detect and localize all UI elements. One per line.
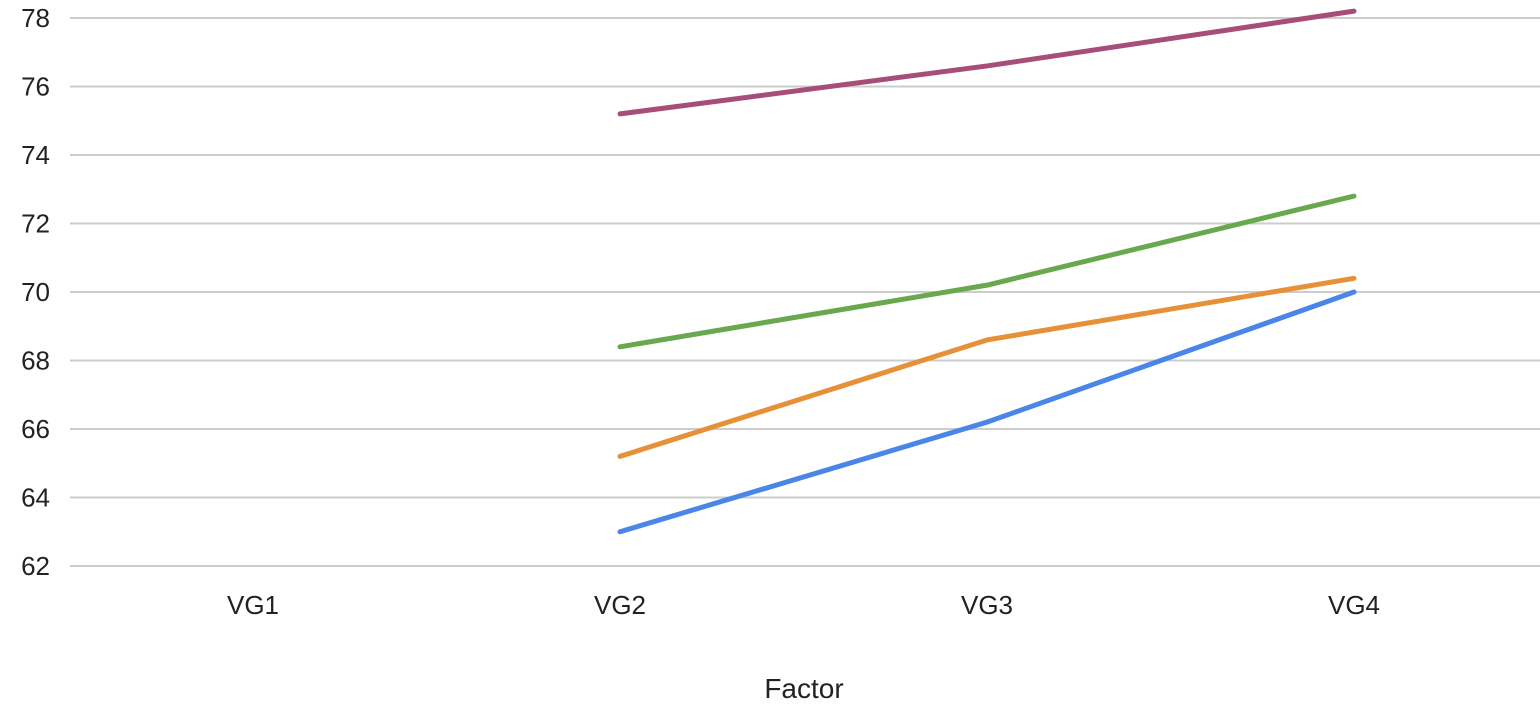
x-axis-title: Factor	[764, 673, 843, 704]
y-tick-label: 66	[21, 414, 50, 444]
series-lines	[617, 8, 1357, 535]
x-tick-label: VG2	[594, 590, 646, 620]
x-tick-label: VG4	[1328, 590, 1380, 620]
y-tick-label: 70	[21, 277, 50, 307]
y-tick-label: 72	[21, 209, 50, 239]
y-tick-label: 78	[21, 3, 50, 33]
y-axis-ticks: 62 64 66 68 70 72 74 76 78	[21, 3, 50, 581]
x-tick-label: VG3	[961, 590, 1013, 620]
y-tick-label: 68	[21, 346, 50, 376]
series-line-2	[617, 275, 1357, 459]
series-line-4	[617, 8, 1357, 117]
y-tick-label: 74	[21, 140, 50, 170]
y-tick-label: 64	[21, 483, 50, 513]
series-line-3	[617, 193, 1357, 350]
y-tick-label: 62	[21, 551, 50, 581]
gridlines	[70, 17, 1540, 567]
series-line-1	[617, 289, 1357, 535]
y-tick-label: 76	[21, 72, 50, 102]
x-tick-label: VG1	[227, 590, 279, 620]
x-axis-ticks: VG1 VG2 VG3 VG4	[227, 590, 1380, 620]
